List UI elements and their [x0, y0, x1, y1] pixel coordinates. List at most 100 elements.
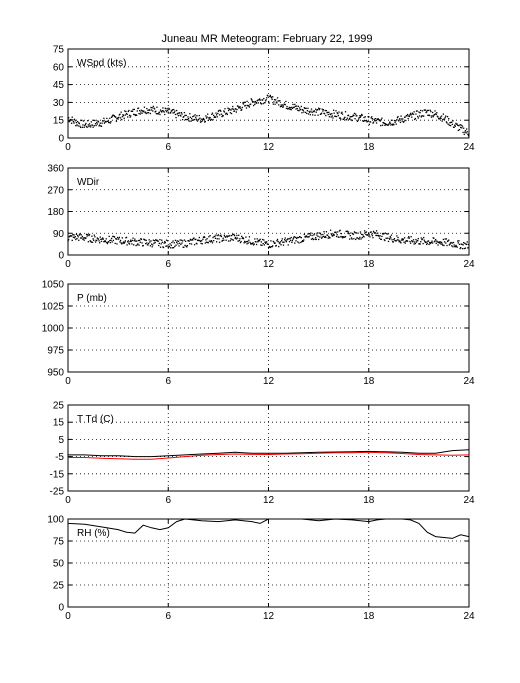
data-point: [384, 124, 386, 127]
data-point: [264, 100, 267, 102]
data-point: [279, 241, 282, 243]
data-point: [76, 237, 78, 240]
data-point: [223, 234, 226, 236]
data-point: [458, 240, 460, 242]
data-point: [106, 241, 108, 244]
data-point: [223, 239, 225, 241]
data-point: [202, 117, 205, 120]
data-point: [213, 240, 215, 242]
data-point: [381, 117, 383, 119]
data-point: [372, 121, 375, 123]
data-point: [457, 242, 459, 244]
data-point: [204, 242, 206, 244]
data-point: [400, 118, 403, 120]
data-point: [68, 120, 70, 123]
data-point: [297, 109, 299, 112]
data-point: [461, 243, 463, 245]
data-point: [375, 122, 378, 124]
data-point: [461, 125, 464, 127]
data-point: [236, 234, 238, 237]
data-point: [387, 240, 390, 243]
data-point: [164, 107, 166, 109]
data-point: [162, 246, 165, 249]
data-point: [379, 120, 381, 122]
data-point: [383, 233, 385, 235]
data-point: [84, 123, 87, 126]
data-point: [189, 113, 191, 115]
y-tick-label: 30: [53, 98, 65, 109]
data-point: [424, 240, 426, 243]
y-tick-label: -5: [55, 452, 64, 463]
data-point: [368, 232, 370, 235]
data-point: [353, 112, 356, 115]
data-point: [297, 241, 299, 243]
data-point: [153, 107, 155, 109]
data-point: [93, 125, 95, 127]
data-point: [402, 238, 405, 240]
data-point: [167, 240, 169, 242]
data-point: [110, 239, 112, 241]
data-point: [363, 230, 366, 232]
data-point: [257, 99, 259, 101]
data-point: [270, 96, 272, 98]
data-point: [146, 112, 149, 114]
data-point: [357, 232, 359, 234]
data-point: [128, 114, 131, 117]
panel-label-rh: RH (%): [77, 528, 110, 539]
x-tick-label: 24: [463, 142, 475, 153]
data-point: [198, 239, 200, 241]
data-point: [240, 240, 242, 243]
data-point: [227, 240, 230, 242]
data-point: [234, 237, 236, 240]
data-point: [269, 246, 271, 249]
data-point: [364, 231, 366, 234]
data-point: [308, 110, 310, 113]
data-point: [70, 118, 72, 121]
y-tick-label: 25: [53, 401, 65, 412]
data-point: [454, 125, 456, 127]
data-point: [297, 236, 300, 239]
data-point: [323, 231, 325, 233]
data-point: [152, 110, 154, 112]
data-point: [129, 240, 131, 243]
data-point: [417, 239, 419, 242]
data-point: [291, 241, 293, 244]
data-point: [439, 118, 441, 120]
data-point: [222, 115, 224, 117]
data-point: [270, 97, 273, 99]
data-point: [87, 120, 89, 122]
data-point: [272, 103, 274, 105]
data-point: [149, 112, 152, 115]
data-point: [436, 240, 438, 242]
data-point: [422, 242, 424, 245]
data-point: [112, 239, 115, 242]
data-point: [360, 115, 362, 117]
data-point: [309, 114, 311, 116]
data-point: [134, 113, 136, 116]
data-point: [118, 236, 121, 239]
data-point: [167, 111, 169, 113]
data-point: [99, 242, 101, 244]
data-point: [457, 240, 459, 242]
data-point: [276, 238, 279, 241]
data-point: [446, 122, 448, 124]
data-point: [163, 111, 165, 113]
data-point: [347, 232, 349, 234]
data-point: [389, 238, 391, 240]
data-point: [190, 117, 193, 120]
data-point: [224, 108, 226, 110]
data-point: [282, 105, 285, 107]
data-point: [312, 237, 314, 240]
data-point: [172, 112, 174, 114]
data-point: [96, 239, 98, 242]
data-point: [80, 234, 82, 236]
data-point: [312, 238, 314, 241]
data-point: [464, 131, 466, 133]
data-point: [125, 110, 127, 113]
y-tick-label: 15: [53, 116, 65, 127]
data-point: [291, 106, 293, 109]
data-point: [89, 124, 91, 127]
data-point: [103, 240, 106, 243]
data-point: [407, 117, 409, 120]
data-point: [183, 246, 185, 248]
